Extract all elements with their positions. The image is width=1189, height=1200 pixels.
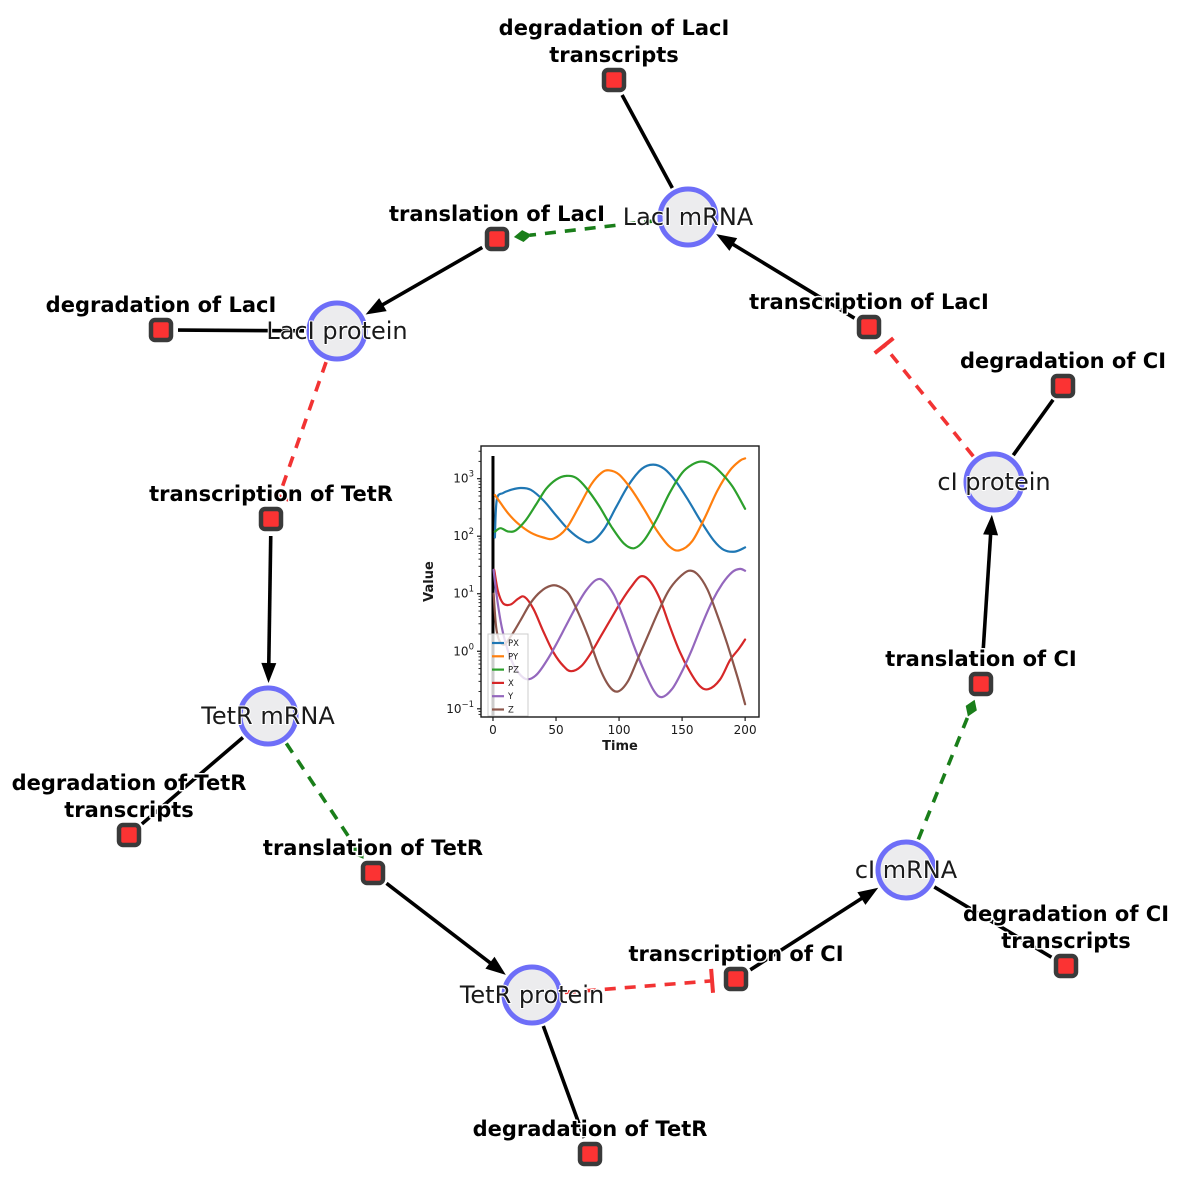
inhibition-bar-icon bbox=[873, 336, 895, 355]
edge-tetr-mrna--translation-tetr bbox=[284, 742, 357, 847]
reaction-label-deg-tetr-transcripts: transcripts bbox=[64, 798, 194, 822]
reaction-label-deg-ci-transcripts: transcripts bbox=[1001, 929, 1131, 953]
y-tick-label: 102 bbox=[453, 527, 474, 543]
plot-series-PZ bbox=[493, 460, 747, 550]
arrowhead-icon bbox=[485, 956, 506, 975]
arrowhead-icon bbox=[716, 234, 738, 251]
y-tick-label: 101 bbox=[453, 585, 474, 601]
reaction-node-transcription-laci[interactable] bbox=[856, 314, 882, 340]
x-axis-label: Time bbox=[602, 739, 638, 754]
reaction-label-transcription-laci: transcription of LacI bbox=[749, 290, 989, 314]
reaction-node-deg-tetr-transcripts[interactable] bbox=[116, 822, 142, 848]
x-tick-label: 100 bbox=[608, 723, 631, 737]
edge-ci-mrna--translation-ci bbox=[916, 713, 971, 841]
y-tick-label: 103 bbox=[453, 470, 474, 486]
reaction-label-deg-laci-transcripts: degradation of LacI bbox=[499, 16, 730, 40]
labels: degradation of LacI transcripts translatio… bbox=[10, 15, 1170, 1143]
species-node-tetr-mrna[interactable] bbox=[237, 685, 299, 747]
legend-label-Z: Z bbox=[508, 706, 514, 716]
x-tick-label: 50 bbox=[548, 723, 563, 737]
arrowhead-icon bbox=[365, 298, 387, 315]
edge-translation-tetr--tetr-protein bbox=[385, 881, 498, 970]
legend-label-Y: Y bbox=[507, 692, 514, 702]
modifier-arrowhead-icon bbox=[965, 699, 977, 717]
legend-label-X: X bbox=[508, 679, 514, 689]
reaction-node-translation-ci[interactable] bbox=[968, 671, 994, 697]
x-tick-label: 150 bbox=[671, 723, 694, 737]
species-label-laci-protein: LacI protein bbox=[266, 317, 407, 345]
reaction-label-transcription-ci: transcription of CI bbox=[628, 942, 843, 966]
nodes bbox=[116, 67, 1079, 1167]
edge-laci-mrna--deg-laci-transcripts bbox=[620, 94, 674, 189]
inset-plot: PX PY PZ XYZ 0 50 100 150 200 10−1 100 101 102 103 Tim… bbox=[422, 445, 760, 754]
reaction-label-deg-ci-transcripts: degradation of CI bbox=[963, 902, 1169, 926]
modifier-arrowhead-icon bbox=[513, 230, 532, 242]
species-label-ci-protein: cI protein bbox=[937, 468, 1050, 496]
edge-ci-protein--transcription-laci bbox=[882, 344, 975, 458]
edge-laci-protein--transcription-tetr bbox=[277, 361, 328, 497]
y-tick-label: 10−1 bbox=[446, 700, 474, 716]
species-node-laci-protein[interactable] bbox=[306, 300, 368, 362]
arrowhead-icon bbox=[857, 887, 879, 905]
edge-tetr-protein--transcription-ci bbox=[564, 979, 713, 995]
reaction-label-deg-ci: degradation of CI bbox=[960, 349, 1166, 373]
inhibition-bar-icon bbox=[709, 968, 716, 993]
edge-ci-mrna--deg-ci-transcripts bbox=[933, 885, 1053, 959]
reaction-node-deg-tetr[interactable] bbox=[577, 1141, 603, 1167]
reaction-label-deg-laci-transcripts: transcripts bbox=[549, 43, 679, 67]
arrowhead-icon bbox=[261, 662, 277, 684]
edge-translation-ci--ci-protein bbox=[980, 526, 993, 668]
reaction-label-deg-tetr: degradation of TetR bbox=[473, 1117, 708, 1141]
reaction-node-translation-tetr[interactable] bbox=[360, 860, 386, 886]
reaction-node-transcription-tetr[interactable] bbox=[258, 506, 284, 532]
reaction-label-deg-tetr-transcripts: degradation of TetR bbox=[12, 771, 247, 795]
reaction-node-transcription-ci[interactable] bbox=[723, 966, 749, 992]
modifier-arrowhead-icon bbox=[353, 843, 364, 859]
edge-transcription-ci--ci-mrna bbox=[749, 892, 870, 972]
x-tick-label: 200 bbox=[734, 723, 757, 737]
reaction-label-transcription-tetr: transcription of TetR bbox=[149, 482, 393, 506]
reaction-node-deg-laci-transcripts[interactable] bbox=[601, 67, 627, 93]
species-label-ci-mrna: cI mRNA bbox=[855, 856, 958, 884]
edge-translation-laci--laci-protein bbox=[375, 245, 484, 311]
legend-label-PZ: PZ bbox=[508, 666, 519, 676]
plot-legend bbox=[487, 633, 529, 717]
edge-ci-protein--deg-ci bbox=[1011, 398, 1055, 457]
species-node-tetr-protein[interactable] bbox=[501, 964, 563, 1026]
plot-spines bbox=[480, 445, 760, 718]
edge-tetr-protein--deg-tetr bbox=[541, 1025, 586, 1139]
reaction-node-deg-ci[interactable] bbox=[1050, 373, 1076, 399]
legend-label-PX: PX bbox=[508, 639, 519, 649]
y-tick-label: 100 bbox=[453, 642, 474, 658]
x-tick-label: 0 bbox=[489, 723, 497, 737]
plot-series-PY bbox=[493, 457, 747, 552]
y-axis-label: Value bbox=[422, 561, 437, 602]
inhibition-bar-icon bbox=[266, 490, 291, 503]
reaction-label-translation-tetr: translation of TetR bbox=[263, 836, 483, 860]
edges bbox=[140, 94, 1055, 1139]
edge-transcription-laci--laci-mrna bbox=[725, 238, 856, 320]
reaction-node-translation-laci[interactable] bbox=[484, 226, 510, 252]
edge-transcription-tetr--tetr-mrna bbox=[266, 535, 273, 672]
edge-tetr-mrna--deg-tetr-transcripts bbox=[140, 736, 245, 826]
species-node-laci-mrna[interactable] bbox=[657, 186, 719, 248]
species-node-ci-protein[interactable] bbox=[963, 451, 1025, 513]
arrowhead-icon bbox=[983, 514, 999, 536]
species-label-tetr-mrna: TetR mRNA bbox=[200, 702, 335, 730]
species-label-laci-mrna: LacI mRNA bbox=[623, 203, 754, 231]
edge-laci-protein--deg-laci bbox=[177, 328, 305, 333]
reaction-node-deg-ci-transcripts[interactable] bbox=[1053, 953, 1079, 979]
legend-label-PY: PY bbox=[508, 652, 519, 662]
species-label-tetr-protein: TetR protein bbox=[459, 981, 604, 1009]
edge-laci-mrna--translation-laci bbox=[529, 218, 656, 238]
species-node-ci-mrna[interactable] bbox=[875, 839, 937, 901]
reaction-node-deg-laci[interactable] bbox=[148, 317, 174, 343]
reaction-label-translation-laci: translation of LacI bbox=[389, 202, 605, 226]
plot-series-X bbox=[493, 568, 747, 691]
plot-series-Z bbox=[492, 569, 747, 706]
reaction-label-translation-ci: translation of CI bbox=[885, 647, 1076, 671]
reaction-label-deg-laci: degradation of LacI bbox=[46, 293, 277, 317]
